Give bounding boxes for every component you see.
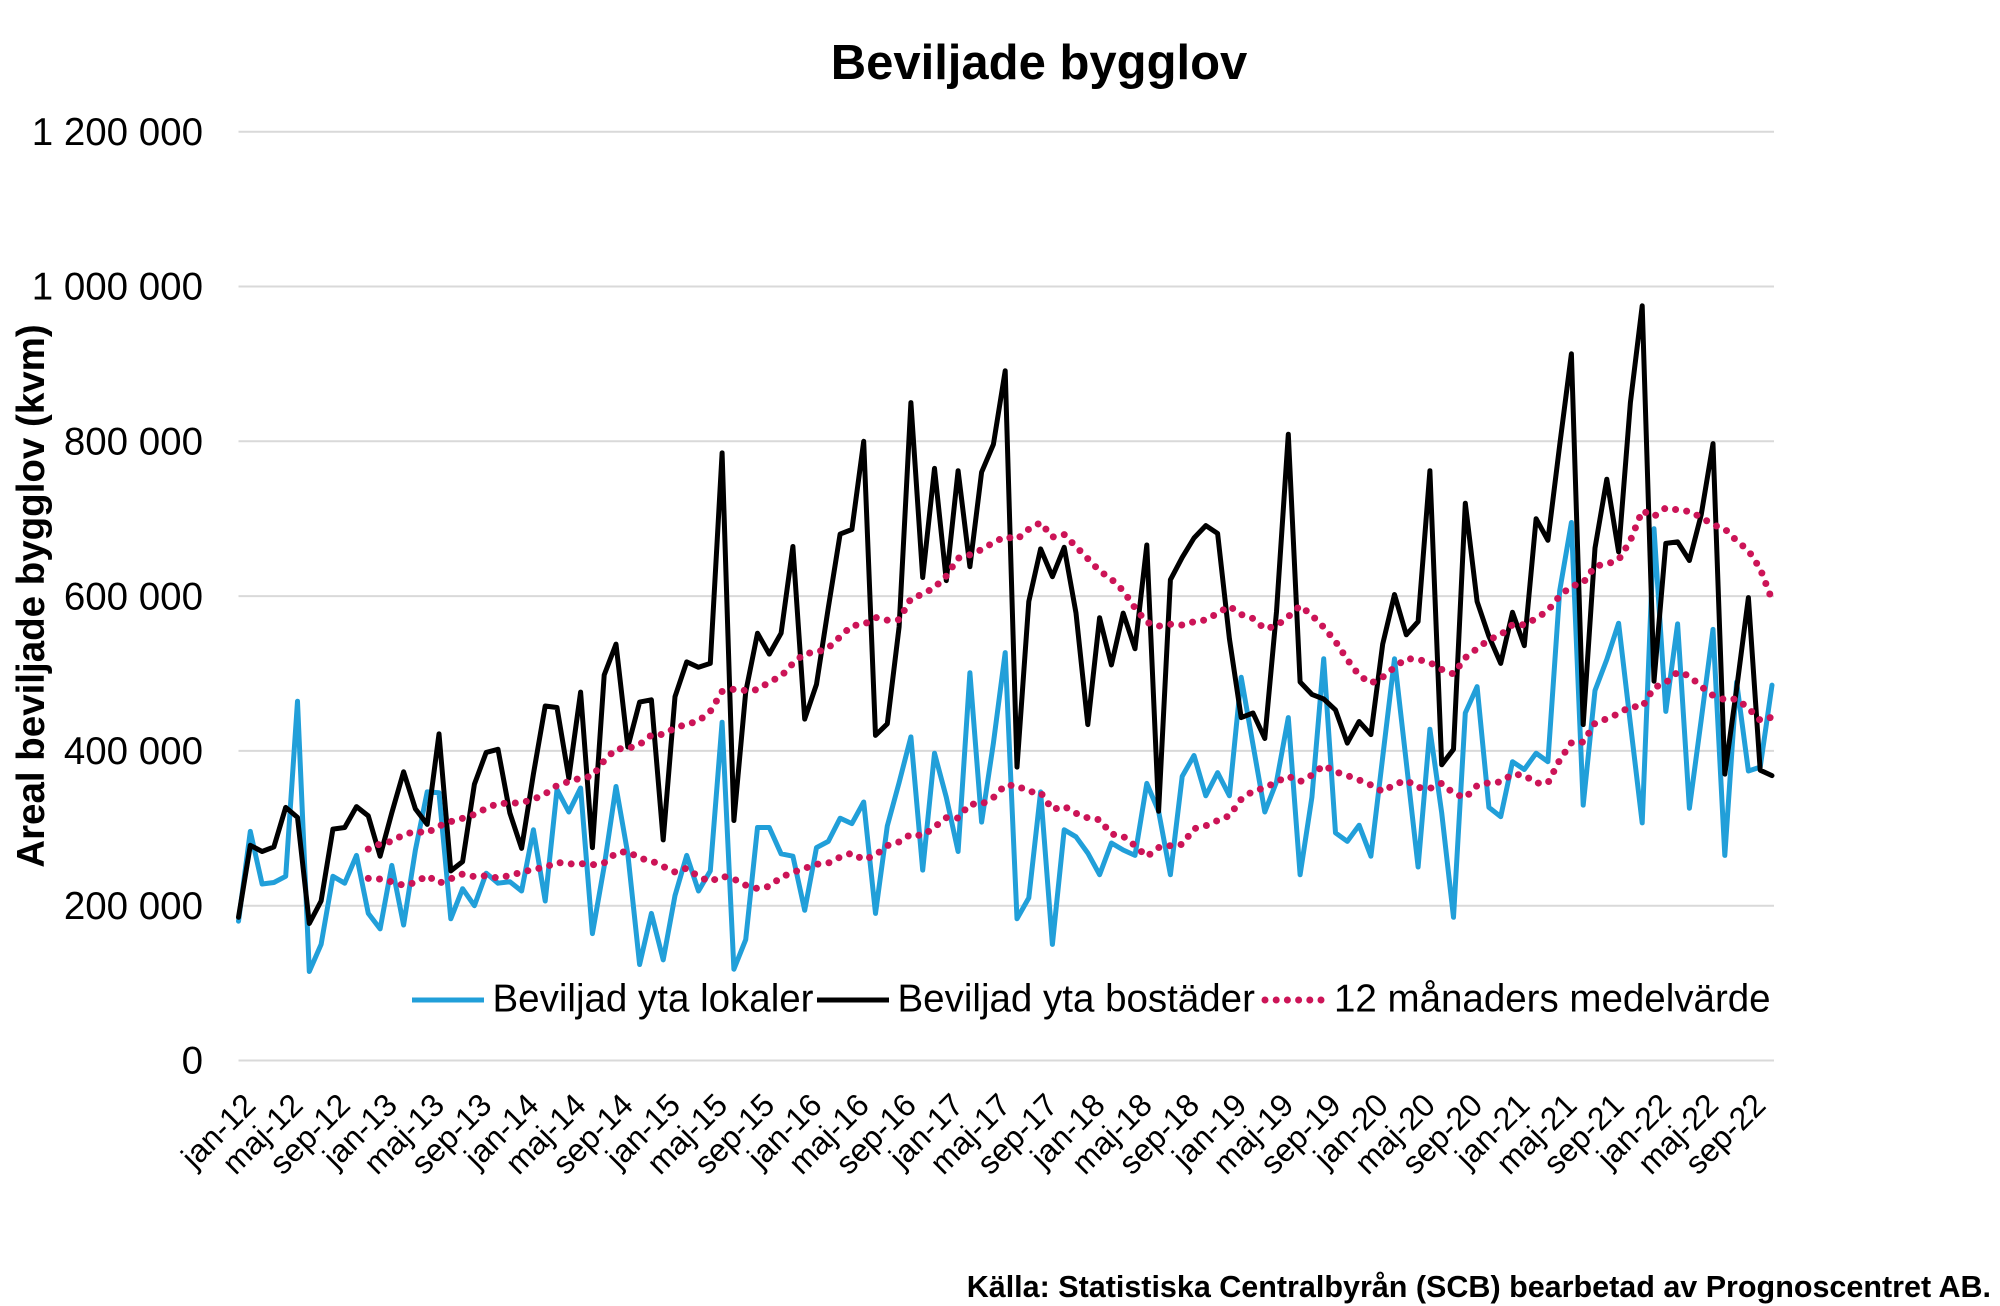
svg-text:0: 0: [182, 1040, 203, 1083]
svg-text:Beviljad yta lokaler: Beviljad yta lokaler: [493, 978, 814, 1021]
svg-text:600 000: 600 000: [64, 575, 203, 618]
svg-text:Källa: Statistiska Centralbyrå: Källa: Statistiska Centralbyrån (SCB) be…: [967, 1270, 1991, 1304]
svg-text:200 000: 200 000: [64, 885, 203, 928]
svg-text:400 000: 400 000: [64, 730, 203, 773]
svg-text:Areal beviljade bygglov (kvm): Areal beviljade bygglov (kvm): [10, 324, 53, 867]
svg-text:1 200 000: 1 200 000: [32, 111, 203, 154]
svg-text:1 000 000: 1 000 000: [32, 266, 203, 309]
svg-text:800 000: 800 000: [64, 421, 203, 464]
svg-text:Beviljad yta bostäder: Beviljad yta bostäder: [898, 978, 1256, 1021]
svg-text:Beviljade bygglov: Beviljade bygglov: [831, 36, 1248, 90]
svg-text:12 månaders medelvärde: 12 månaders medelvärde: [1334, 978, 1771, 1021]
